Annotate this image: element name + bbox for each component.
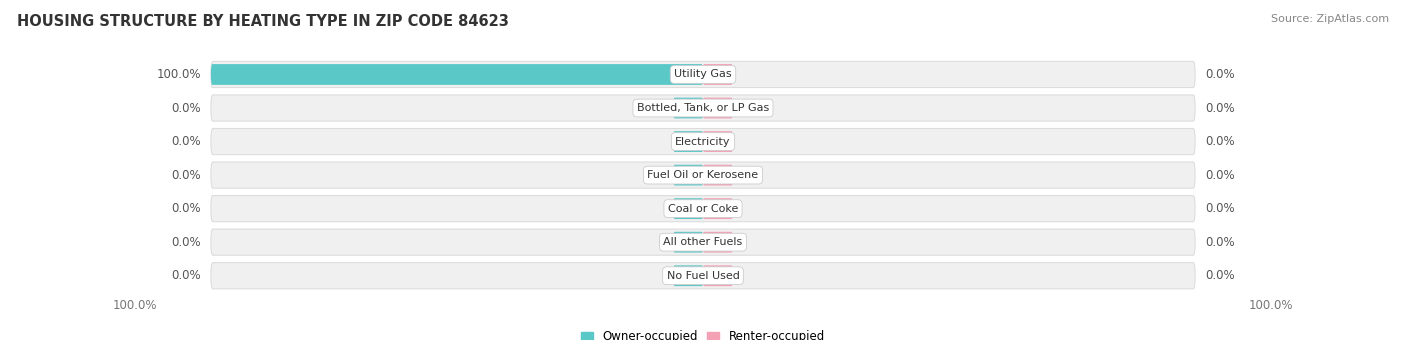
FancyBboxPatch shape — [703, 131, 733, 152]
Text: 0.0%: 0.0% — [1205, 169, 1234, 182]
Text: 0.0%: 0.0% — [1205, 135, 1234, 148]
Text: 0.0%: 0.0% — [172, 102, 201, 115]
FancyBboxPatch shape — [673, 232, 703, 253]
FancyBboxPatch shape — [211, 195, 1195, 222]
Text: Fuel Oil or Kerosene: Fuel Oil or Kerosene — [647, 170, 759, 180]
Text: 100.0%: 100.0% — [112, 299, 157, 311]
Text: 0.0%: 0.0% — [1205, 236, 1234, 249]
Text: 0.0%: 0.0% — [1205, 269, 1234, 282]
FancyBboxPatch shape — [703, 232, 733, 253]
Text: Electricity: Electricity — [675, 137, 731, 147]
FancyBboxPatch shape — [673, 165, 703, 186]
Text: Bottled, Tank, or LP Gas: Bottled, Tank, or LP Gas — [637, 103, 769, 113]
Text: 100.0%: 100.0% — [1249, 299, 1294, 311]
FancyBboxPatch shape — [211, 129, 1195, 155]
Text: 0.0%: 0.0% — [172, 202, 201, 215]
Text: Source: ZipAtlas.com: Source: ZipAtlas.com — [1271, 14, 1389, 23]
Legend: Owner-occupied, Renter-occupied: Owner-occupied, Renter-occupied — [576, 325, 830, 340]
Text: 0.0%: 0.0% — [172, 169, 201, 182]
FancyBboxPatch shape — [673, 198, 703, 219]
Text: 0.0%: 0.0% — [1205, 102, 1234, 115]
FancyBboxPatch shape — [211, 62, 1195, 88]
Text: HOUSING STRUCTURE BY HEATING TYPE IN ZIP CODE 84623: HOUSING STRUCTURE BY HEATING TYPE IN ZIP… — [17, 14, 509, 29]
Text: All other Fuels: All other Fuels — [664, 237, 742, 247]
FancyBboxPatch shape — [211, 95, 1195, 121]
Text: 0.0%: 0.0% — [172, 269, 201, 282]
FancyBboxPatch shape — [673, 265, 703, 286]
Text: 0.0%: 0.0% — [172, 135, 201, 148]
FancyBboxPatch shape — [211, 229, 1195, 255]
FancyBboxPatch shape — [673, 98, 703, 118]
FancyBboxPatch shape — [703, 98, 733, 118]
FancyBboxPatch shape — [703, 64, 733, 85]
Text: 0.0%: 0.0% — [1205, 202, 1234, 215]
Text: 100.0%: 100.0% — [156, 68, 201, 81]
FancyBboxPatch shape — [703, 165, 733, 186]
Text: 0.0%: 0.0% — [1205, 68, 1234, 81]
FancyBboxPatch shape — [211, 162, 1195, 188]
FancyBboxPatch shape — [703, 198, 733, 219]
Text: Coal or Coke: Coal or Coke — [668, 204, 738, 214]
Text: Utility Gas: Utility Gas — [675, 69, 731, 80]
FancyBboxPatch shape — [211, 64, 703, 85]
Text: No Fuel Used: No Fuel Used — [666, 271, 740, 281]
FancyBboxPatch shape — [673, 131, 703, 152]
FancyBboxPatch shape — [703, 265, 733, 286]
FancyBboxPatch shape — [211, 262, 1195, 289]
Text: 0.0%: 0.0% — [172, 236, 201, 249]
